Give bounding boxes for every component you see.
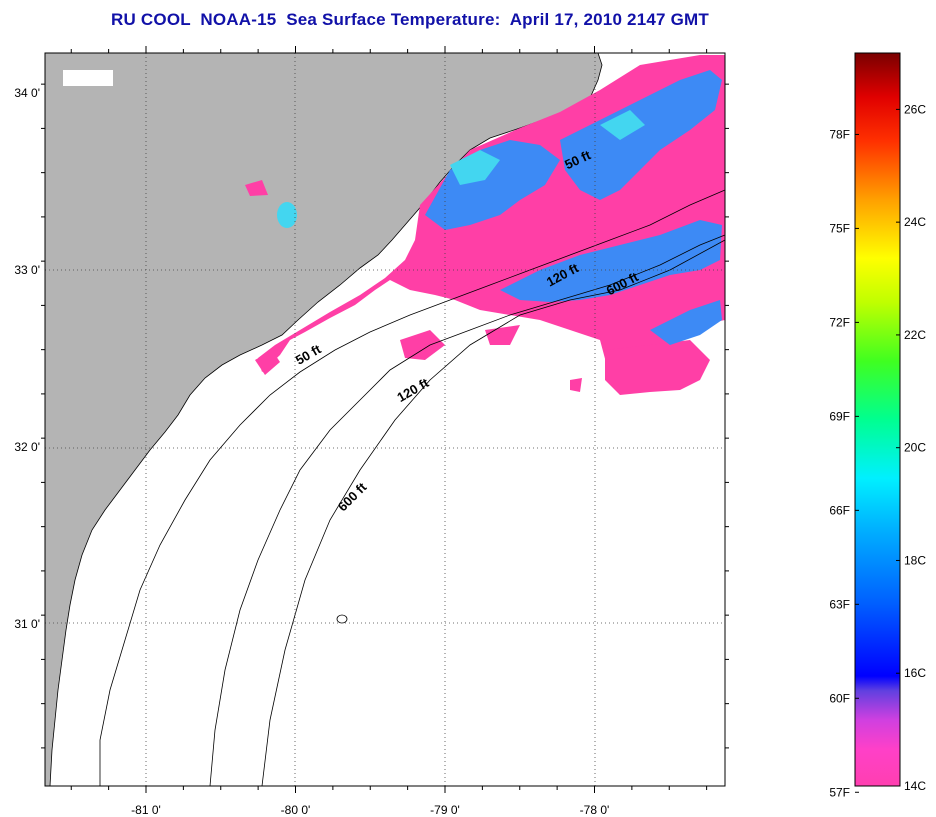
latitude-label: 34 0'	[14, 86, 40, 100]
latitude-label: 33 0'	[14, 263, 40, 277]
longitude-labels: -81 0' -80 0' -79 0' -78 0'	[131, 803, 609, 817]
chart-title: RU COOL NOAA-15 Sea Surface Temperature:…	[111, 10, 709, 29]
longitude-label: -80 0'	[281, 803, 311, 817]
axis-ticks	[41, 46, 729, 793]
land-mass	[44, 52, 603, 787]
longitude-label: -79 0'	[430, 803, 460, 817]
isobaths	[99, 189, 726, 787]
map-frame	[44, 52, 726, 787]
latitude-labels: 34 0' 33 0' 32 0' 31 0'	[14, 86, 40, 631]
latitude-label: 32 0'	[14, 440, 40, 454]
longitude-label: -81 0'	[131, 803, 161, 817]
graticule	[45, 53, 725, 786]
sst-cool-region	[425, 70, 722, 345]
longitude-label: -78 0'	[580, 803, 610, 817]
latitude-label: 31 0'	[14, 617, 40, 631]
cloud-patch	[63, 70, 113, 86]
sst-cyan-region	[277, 110, 645, 228]
